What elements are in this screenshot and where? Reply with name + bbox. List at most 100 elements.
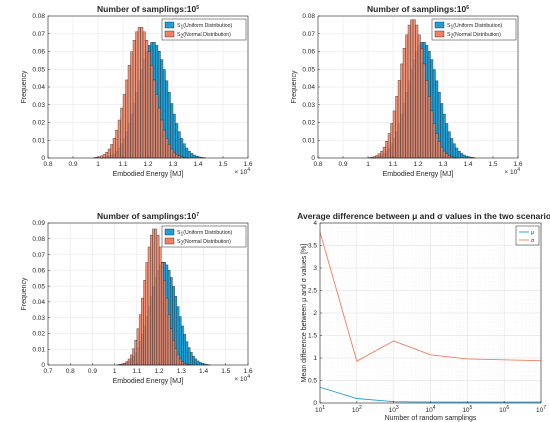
y-tick-text: 1 <box>313 355 317 362</box>
histogram-bar-s2 <box>430 110 434 159</box>
x-tick-label: 0.8 <box>43 161 52 168</box>
histogram-bar-s2 <box>147 246 151 366</box>
histogram-bar-s2 <box>172 152 176 159</box>
legend-subscript: 2 <box>180 34 183 40</box>
histogram-bar-s2 <box>154 228 158 366</box>
histogram-bar-s1 <box>185 147 189 159</box>
histogram-bar-s2 <box>105 152 109 159</box>
histogram-bar-s2 <box>155 94 159 159</box>
histogram-bar-s2 <box>127 65 131 159</box>
x-tick-label: 1.3 <box>177 368 186 375</box>
histogram-bar-s2 <box>158 246 162 366</box>
legend-swatch-s2 <box>434 30 445 38</box>
y-tick-text: 0.05 <box>302 66 315 73</box>
x-tick-text: 1.6 <box>243 368 252 375</box>
x-tick-base: 10 <box>462 407 470 414</box>
histogram-bar-s2 <box>402 48 406 159</box>
histogram-bar-s2 <box>120 107 124 159</box>
x-axis-label: Number of random samplings <box>385 415 477 422</box>
x-multiplier-base: × 10 <box>234 169 247 176</box>
histogram-bar-s2 <box>150 65 154 159</box>
x-tick-label: 102 <box>352 405 362 414</box>
histogram-bar-s2 <box>132 40 136 159</box>
y-axis-label: Frequency <box>291 70 298 104</box>
histogram-bar-s2 <box>447 155 451 159</box>
y-tick-text: 0.01 <box>32 137 45 144</box>
x-tick-text: 1 <box>96 161 100 168</box>
legend-swatch-s1 <box>164 21 175 29</box>
legend-box <box>161 225 247 248</box>
y-tick-label: 0.03 <box>32 315 45 322</box>
y-tick-label: 0 <box>311 155 315 162</box>
y-tick-label: 0.04 <box>302 84 315 91</box>
y-axis-label: Mean difference between μ and σ values [… <box>301 244 308 383</box>
chart-title-text: Average difference between μ and σ value… <box>297 211 550 221</box>
x-tick-text: 1.5 <box>221 368 230 375</box>
x-tick-text: 1.3 <box>438 161 447 168</box>
x-tick-label: 1.3 <box>438 161 447 168</box>
x-axis-label-text: Embodied Energy [MJ] <box>113 171 184 178</box>
y-tick-label: 0.09 <box>32 220 45 227</box>
histogram-bar-s2 <box>110 144 114 159</box>
y-tick-label: 0.08 <box>302 13 315 20</box>
legend-entry-s1: S1(Uniform Distribution) <box>447 23 503 31</box>
x-axis-label: Embodied Energy [MJ] <box>113 378 184 385</box>
histogram-bar-s2 <box>115 129 119 159</box>
x-tick-text: 1.1 <box>118 161 127 168</box>
x-tick-text: 1 <box>366 161 370 168</box>
histogram-bar-s2 <box>425 80 429 159</box>
x-tick-label: 103 <box>389 405 399 414</box>
legend-label: (Normal Distribution) <box>183 32 231 38</box>
y-tick-text: 0.06 <box>302 49 315 56</box>
legend-symbol: S <box>177 23 181 29</box>
y-tick-text: 0 <box>41 155 45 162</box>
chart-title-text: Number of samplings:10 <box>97 211 196 221</box>
y-tick-label: 0.08 <box>32 13 45 20</box>
histogram-bar-s2 <box>140 27 144 159</box>
histogram-bar-s2 <box>420 48 424 159</box>
x-tick-label: 1.4 <box>193 161 202 168</box>
x-tick-text: 0.9 <box>338 161 347 168</box>
legend-symbol: S <box>177 32 181 38</box>
legend-symbol: S <box>447 32 451 38</box>
x-tick-label: 1.6 <box>243 161 252 168</box>
histogram-bar-s1 <box>172 113 176 159</box>
y-tick-text: 0.07 <box>302 31 315 38</box>
y-tick-text: 0.01 <box>32 346 45 353</box>
histogram-bar-s1 <box>181 325 184 366</box>
histogram-bar-s2 <box>142 31 146 159</box>
y-tick-label: 0.02 <box>32 331 45 338</box>
y-tick-label: 3.5 <box>308 243 317 250</box>
x-axis-label-text: Number of random samplings <box>385 415 477 422</box>
y-tick-label: 0.5 <box>308 378 317 385</box>
legend-box <box>515 225 540 246</box>
x-tick-exponent: 3 <box>396 405 399 411</box>
y-tick-text: 0.05 <box>32 66 45 73</box>
x-tick-text: 0.8 <box>66 368 75 375</box>
y-tick-label: 0.04 <box>32 299 45 306</box>
x-tick-text: 1.1 <box>388 161 397 168</box>
x-tick-text: 1.4 <box>199 368 208 375</box>
chart-title-exponent: 6 <box>466 5 469 11</box>
x-axis-multiplier: × 104 <box>234 167 250 176</box>
y-tick-text: 0.02 <box>32 120 45 127</box>
x-tick-exponent: 5 <box>470 405 473 411</box>
histogram-bar-s2 <box>145 40 149 159</box>
y-tick-label: 0.01 <box>32 137 45 144</box>
legend-label: μ <box>531 230 534 236</box>
legend-entry-s2: S2(Normal Distribution) <box>447 32 501 40</box>
line-panel-average-difference: 101 102 103 104 105 106 10700.511.522.533.54Nu… <box>297 211 550 422</box>
y-tick-label: 0.05 <box>32 283 45 290</box>
y-tick-text: 0.02 <box>32 331 45 338</box>
x-tick-text: 1.6 <box>243 161 252 168</box>
chart-title: Number of samplings:107 <box>97 211 199 221</box>
x-tick-text: 1.4 <box>193 161 202 168</box>
histogram-panel-samplings-10-5: 0.8 0.9 1 1.1 1.2 1.3 1.4 1.5 1.6 0 0.01 0.02 0.03 0.… <box>21 4 253 178</box>
x-tick-text: 1.3 <box>177 368 186 375</box>
x-tick-label: 107 <box>536 405 546 414</box>
y-tick-text: 0.04 <box>32 299 45 306</box>
histogram-bar-s2 <box>181 361 184 366</box>
histogram-bar-s2 <box>397 80 401 159</box>
x-tick-label: 1.2 <box>143 161 152 168</box>
x-tick-label: 1.4 <box>463 161 472 168</box>
